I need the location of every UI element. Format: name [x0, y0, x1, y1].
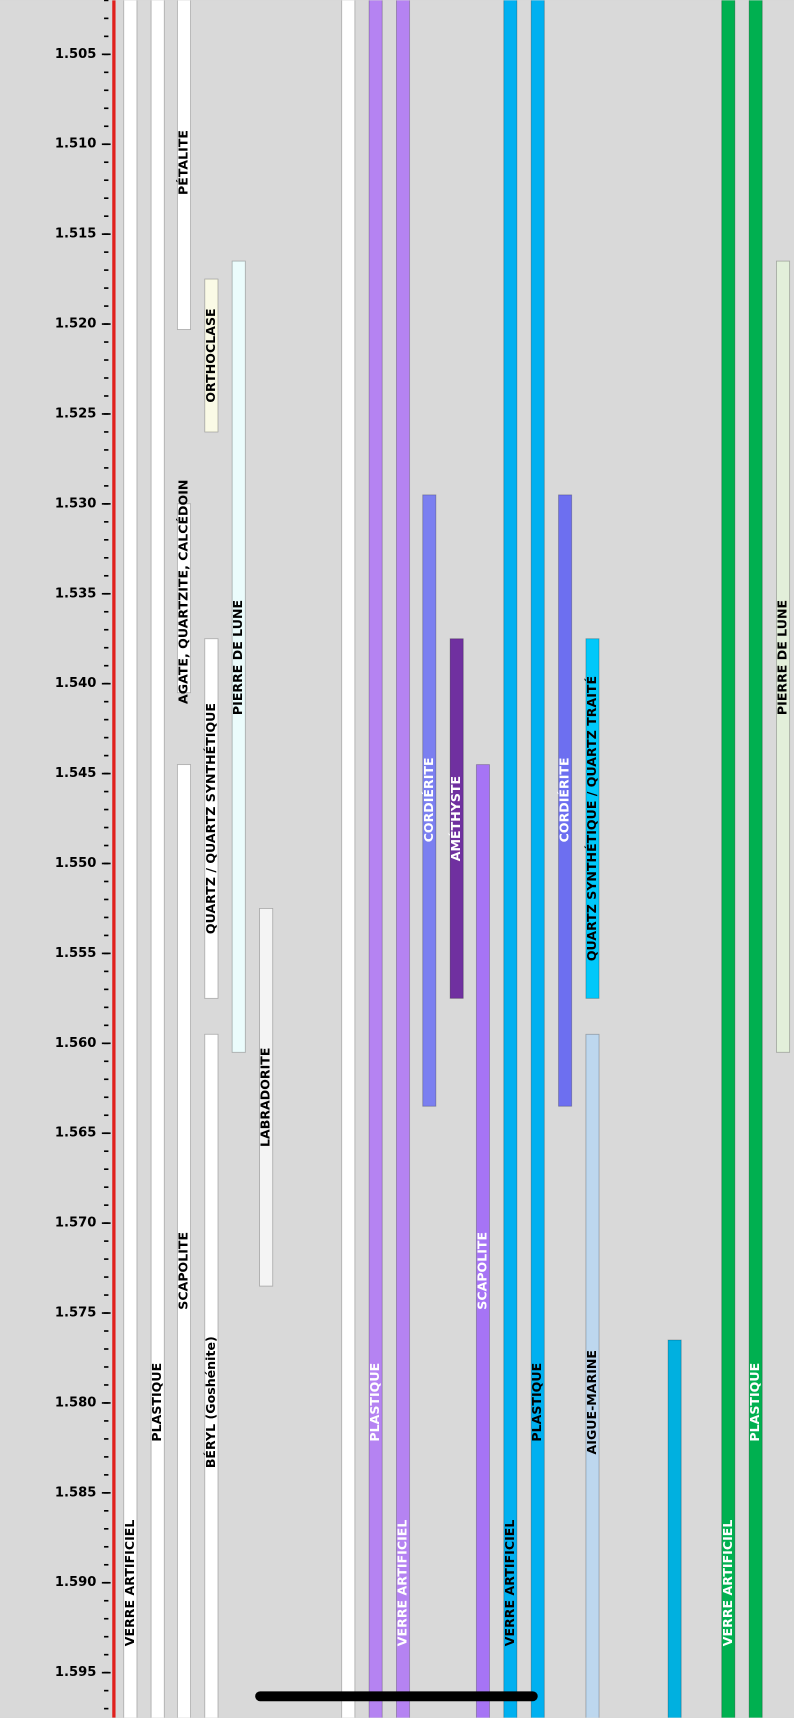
bar-label: AIGUE-MARINE: [584, 1350, 599, 1455]
y-tick-label: 1.585: [55, 1485, 97, 1500]
bar-label: AGATE, QUARTZITE, CALCÉDOIN: [175, 480, 190, 704]
range-bar: [150, 0, 165, 1718]
range-bar: [341, 0, 356, 1718]
y-axis: 1.505 1.510 1.515 1.520 1.525 1.530 1.535 1.540…: [55, 0, 111, 1710]
range-bar: [748, 0, 763, 1718]
range-bar: [449, 638, 464, 999]
y-tick-label: 1.590: [55, 1575, 97, 1590]
range-bar: [204, 1033, 219, 1718]
bar-label: CORDIÉRITE: [557, 757, 572, 842]
y-tick-label: 1.505: [55, 47, 97, 62]
range-bar: [503, 0, 518, 1718]
bar-label: PLASTIQUE: [747, 1363, 762, 1442]
range-bar: [368, 0, 383, 1718]
bar-label: VERRE ARTIFICIEL: [720, 1520, 735, 1647]
range-bar: [231, 260, 246, 1053]
bar-label: QUARTZ SYNTHÉTIQUE / QUARTZ TRAITÉ: [584, 676, 599, 961]
y-tick-label: 1.535: [55, 586, 97, 601]
range-bar: [558, 494, 573, 1107]
bar-label: AMÉTHYSTE: [448, 776, 463, 861]
bar-label: ORTHOCLASE: [203, 308, 218, 402]
bars: [123, 0, 791, 1718]
range-bar: [204, 638, 219, 999]
bar-label: LABRADORITE: [258, 1048, 273, 1147]
y-tick-label: 1.560: [55, 1036, 97, 1051]
range-bar: [585, 638, 600, 999]
y-tick-label: 1.575: [55, 1306, 97, 1321]
range-bar: [530, 0, 545, 1718]
y-tick-label: 1.595: [55, 1665, 97, 1680]
range-bar: [585, 1033, 600, 1718]
y-tick-label: 1.510: [55, 137, 97, 152]
bar-label: SCAPOLITE: [474, 1232, 489, 1310]
bar-label: CORDIÉRITE: [421, 757, 436, 842]
range-bar: [667, 1339, 682, 1718]
range-bar: [176, 0, 191, 330]
bar-label: VERRE ARTIFICIEL: [122, 1520, 137, 1647]
range-bar: [721, 0, 736, 1718]
y-tick-label: 1.515: [55, 227, 97, 242]
home-indicator: [255, 1691, 538, 1702]
bar-label: PIERRE DE LUNE: [775, 600, 790, 715]
range-bar: [259, 908, 274, 1287]
range-bar: [422, 494, 437, 1107]
y-tick-label: 1.580: [55, 1395, 97, 1410]
range-bar: [176, 503, 191, 694]
y-tick-label: 1.555: [55, 946, 97, 961]
bar-label: QUARTZ / QUARTZ SYNTHÉTIQUE: [203, 703, 218, 934]
range-bar: [396, 0, 411, 1718]
range-bar: [204, 278, 219, 433]
bar-label: PÉTALITE: [175, 130, 190, 195]
y-tick-label: 1.565: [55, 1126, 97, 1141]
y-tick-label: 1.545: [55, 766, 97, 781]
range-bar: [176, 764, 191, 1718]
y-tick-label: 1.540: [55, 676, 97, 691]
bar-label: PIERRE DE LUNE: [230, 600, 245, 715]
y-tick-label: 1.520: [55, 317, 97, 332]
bar-label: VERRE ARTIFICIEL: [395, 1520, 410, 1647]
bar-label: VERRE ARTIFICIEL: [502, 1520, 517, 1647]
bar-label: PLASTIQUE: [149, 1363, 164, 1442]
range-bar: [776, 260, 791, 1053]
bar-label: PLASTIQUE: [367, 1363, 382, 1442]
y-tick-label: 1.570: [55, 1216, 97, 1231]
bar-label: SCAPOLITE: [175, 1232, 190, 1310]
bar-label: PLASTIQUE: [529, 1363, 544, 1442]
range-bar: [123, 0, 138, 1718]
y-tick-label: 1.550: [55, 856, 97, 871]
bar-label: BÉRYL (Goshénite): [203, 1336, 218, 1468]
range-bar: [475, 764, 490, 1718]
y-tick-label: 1.525: [55, 406, 97, 421]
y-tick-label: 1.530: [55, 496, 97, 511]
